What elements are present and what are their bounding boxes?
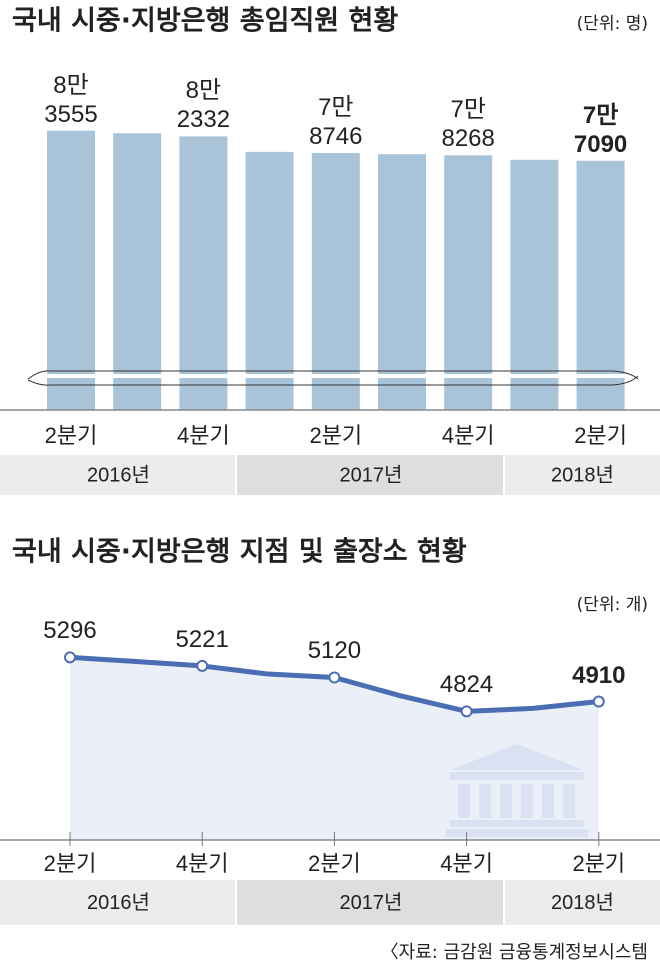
value-label: 4824 [439,671,494,699]
bar [179,136,228,411]
year-label: 2017년 [340,891,403,914]
year-label: 2018년 [551,463,614,486]
value-label: 5120 [307,637,362,665]
chart-title: 국내 시중·지방은행 총임직원 현황 [12,6,398,37]
bar [378,154,426,410]
value-label: 7만 7090 [573,101,628,158]
point [196,659,209,672]
bar [444,155,493,410]
point [328,671,341,684]
axis-break-line [27,375,639,386]
year-label: 2018년 [551,891,614,914]
value-label: 7만 8268 [441,96,495,153]
bar [510,159,559,410]
year-band [237,455,503,495]
bar [576,160,625,410]
x-tick-label: 4분기 [442,423,495,448]
x-tick-label: 4분기 [176,851,229,876]
x-tick-label: 2분기 [45,423,98,448]
chart-title: 국내 시중·지방은행 지점 및 출장소 현황 [12,537,467,568]
area [70,657,599,840]
x-tick-label: 2분기 [572,851,625,876]
year-label: 2016년 [87,463,150,486]
value-label: 8만 3555 [44,71,98,128]
year-label: 2017년 [340,463,403,486]
bar [245,151,294,410]
year-band [505,455,660,495]
point [460,705,473,718]
axis-break [0,370,660,382]
bar [113,133,162,410]
year-band [505,880,660,925]
value-label: 7만 8746 [309,94,363,151]
year-band [0,455,235,495]
source: 〈자료: 금감원 금융통계정보시스템 [381,942,648,963]
year-band [0,880,235,925]
x-tick-label: 2분기 [308,851,361,876]
value-label: 4910 [572,661,626,689]
value-label: 5221 [175,625,229,653]
bar [47,130,95,411]
x-tick-label: 2분기 [309,423,362,448]
x-tick-label: 4분기 [177,423,230,448]
point [64,651,76,664]
unit-label: (단위: 개) [577,595,648,615]
point [592,695,605,708]
bar [311,153,360,410]
value-label: 8만 2332 [176,77,231,134]
value-label: 5296 [43,617,97,645]
x-tick-label: 2분기 [44,851,97,876]
unit-label: (단위: 명) [577,14,648,34]
axis-break-line [27,370,639,380]
year-label: 2016년 [87,891,150,914]
x-tick-label: 4분기 [440,851,493,876]
year-band [237,880,503,925]
x-tick-label: 2분기 [574,423,627,448]
